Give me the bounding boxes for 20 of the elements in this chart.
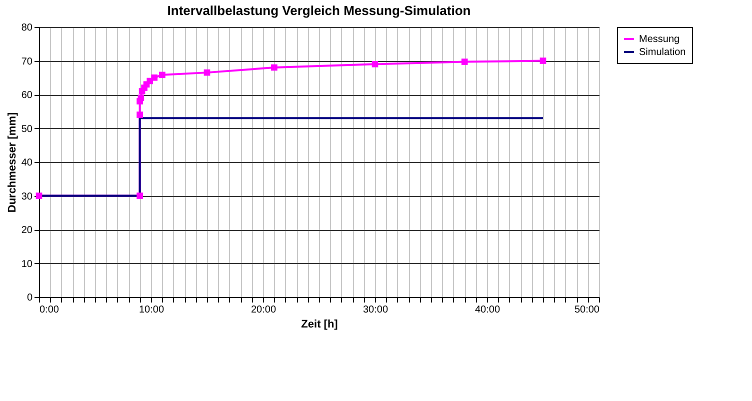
y-tick-label: 70 xyxy=(21,56,33,68)
x-tick-label: 40:00 xyxy=(474,304,500,316)
y-tick-label: 30 xyxy=(21,191,33,202)
x-tick-label: 20:00 xyxy=(250,304,276,316)
x-tick-label: 10:00 xyxy=(138,304,164,316)
y-tick-label: 20 xyxy=(21,225,33,236)
y-tick-label: 10 xyxy=(21,258,33,270)
x-axis-title: Zeit [h] xyxy=(301,318,338,330)
y-axis-title: Durchmesser [mm] xyxy=(6,112,18,213)
y-tick-label: 60 xyxy=(21,90,33,101)
legend-label: Messung xyxy=(639,34,680,45)
x-tick-label: 30:00 xyxy=(362,304,388,316)
y-tick-label: 50 xyxy=(21,124,33,135)
x-tick-label: 50:00 xyxy=(574,304,600,316)
y-tick-label: 40 xyxy=(21,158,33,168)
chart-title: Intervallbelastung Vergleich Messung-Simulation xyxy=(167,3,471,18)
y-tick-label: 80 xyxy=(21,22,33,34)
x-tick-label: 0:00 xyxy=(40,304,60,316)
legend-label: Simulation xyxy=(639,47,686,58)
y-tick-label: 0 xyxy=(26,292,33,304)
